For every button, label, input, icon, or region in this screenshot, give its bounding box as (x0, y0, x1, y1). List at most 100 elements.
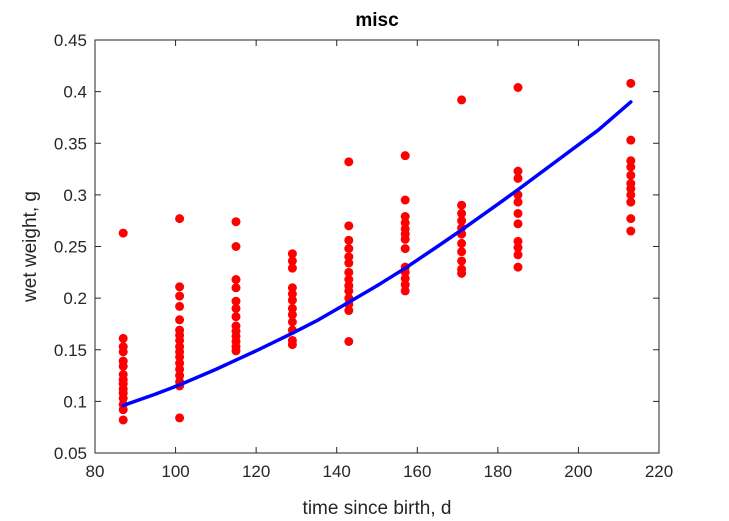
plot-area (95, 40, 659, 453)
data-point (287, 310, 297, 320)
data-point (175, 358, 185, 368)
data-point (118, 415, 128, 425)
data-point (231, 346, 241, 356)
series-layer (118, 78, 636, 425)
x-tick-label: 220 (645, 462, 673, 481)
data-point (175, 413, 185, 423)
data-point (626, 170, 636, 180)
x-tick-label: 80 (86, 462, 105, 481)
data-point (231, 242, 241, 251)
fit-line (121, 100, 633, 408)
data-point (626, 214, 636, 224)
data-point (344, 244, 354, 254)
data-point (287, 317, 297, 327)
data-point (457, 268, 467, 278)
data-point (344, 221, 354, 231)
data-point (344, 286, 354, 296)
data-point (231, 303, 241, 313)
data-point (118, 228, 128, 238)
data-point (175, 301, 185, 311)
data-point (175, 364, 185, 374)
data-point (457, 95, 467, 105)
data-point (513, 236, 523, 246)
data-point (175, 291, 185, 301)
data-point (287, 283, 297, 293)
x-tick-label: 180 (484, 462, 512, 481)
data-point (626, 226, 636, 236)
data-point (175, 371, 185, 381)
y-tick-label: 0.1 (63, 392, 87, 411)
data-point (457, 200, 467, 210)
data-point (457, 216, 467, 226)
data-point (231, 296, 241, 306)
data-point (231, 312, 241, 322)
data-point (400, 212, 410, 222)
data-point (175, 282, 185, 292)
y-tick-label: 0.3 (63, 186, 87, 205)
data-point (513, 208, 523, 218)
data-point (400, 274, 410, 284)
data-point (118, 405, 128, 415)
data-point (513, 197, 523, 207)
data-point (287, 263, 297, 273)
chart-title: misc (355, 10, 399, 31)
data-point (400, 151, 410, 161)
data-point (513, 243, 523, 253)
data-point (344, 235, 354, 245)
data-point (457, 238, 467, 248)
data-point (231, 217, 241, 227)
y-tick-label: 0.35 (54, 134, 87, 153)
data-point (513, 219, 523, 229)
data-point (175, 352, 185, 362)
data-point (400, 286, 410, 296)
data-point (118, 333, 128, 343)
data-point (400, 244, 410, 254)
y-tick-label: 0.2 (63, 289, 87, 308)
data-point (626, 156, 636, 166)
x-tick-label: 140 (323, 462, 351, 481)
data-point (400, 234, 410, 244)
y-tick-label: 0.25 (54, 238, 87, 257)
data-point (626, 190, 636, 200)
data-point (513, 166, 523, 176)
data-point (344, 157, 354, 167)
data-point (231, 275, 241, 285)
data-point (287, 303, 297, 313)
data-point (626, 184, 636, 194)
data-point (626, 135, 636, 145)
data-point (287, 289, 297, 299)
data-point (457, 256, 467, 266)
tick-layer: 80 100 120 140 160 180 200 220 0.05 0.1 0.15 0.2 0.2… (54, 31, 673, 481)
data-point (626, 162, 636, 172)
data-point (513, 250, 523, 260)
y-tick-label: 0.15 (54, 341, 87, 360)
x-tick-label: 200 (564, 462, 592, 481)
data-point (626, 197, 636, 207)
y-axis-label: wet weight, g (20, 191, 41, 303)
data-point (457, 247, 467, 257)
data-point (344, 267, 354, 277)
data-point (513, 262, 523, 272)
x-axis-label: time since birth, d (303, 498, 452, 519)
data-point (231, 283, 241, 293)
x-tick-label: 160 (403, 462, 431, 481)
data-point (626, 78, 636, 88)
data-point (175, 214, 185, 224)
data-point (400, 195, 410, 205)
data-point (344, 306, 354, 316)
y-tick-label: 0.45 (54, 31, 87, 50)
data-point (400, 218, 410, 228)
data-point (400, 280, 410, 290)
x-tick-label: 100 (161, 462, 189, 481)
data-point (457, 208, 467, 218)
data-point (118, 361, 128, 371)
y-tick-label: 0.05 (54, 444, 87, 463)
y-tick-label: 0.4 (63, 83, 87, 102)
data-point (118, 347, 128, 357)
data-point (287, 295, 297, 305)
data-point (175, 315, 185, 325)
data-point (287, 256, 297, 266)
data-point (287, 249, 297, 259)
data-point (344, 258, 354, 268)
